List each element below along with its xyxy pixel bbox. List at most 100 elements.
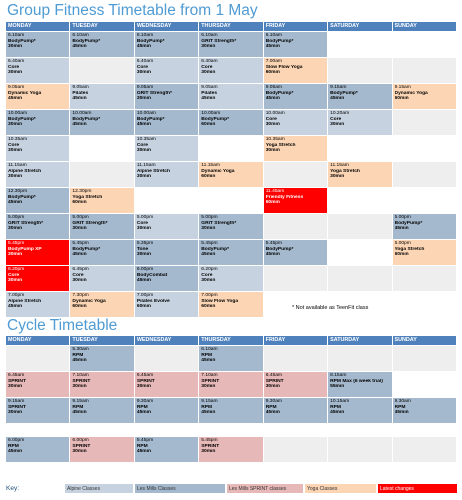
class-time: 6.45am <box>8 373 25 378</box>
group-empty-cell <box>198 135 264 162</box>
cycle-class-cell: 9.15am RPM 45min <box>198 397 264 424</box>
group-empty-cell <box>391 291 458 318</box>
key-item-label: Yoga Classes <box>307 485 338 492</box>
group-class-cell: 9.05am GRIT Strength* 30min <box>133 83 200 110</box>
class-duration: 30min <box>8 410 23 416</box>
class-duration: 30min <box>136 70 151 76</box>
cycle-class-cell: 6.10am RPM 45min <box>198 345 264 372</box>
class-time: 5.00pm <box>136 215 154 220</box>
class-name: BodyPump* <box>394 220 423 226</box>
class-duration: 60min <box>201 304 216 310</box>
class-duration: 30min <box>8 148 23 154</box>
class-time: 9.05am <box>201 85 218 90</box>
class-time: 6.10am <box>201 347 218 352</box>
group-header-wednesday: WEDNESDAY <box>133 21 200 32</box>
cycle-empty-cell <box>133 423 200 437</box>
class-name: RPM Max (6 week trial) <box>330 378 383 384</box>
class-name: BodyPump* <box>72 116 101 122</box>
group-header-monday: MONDAY <box>4 21 71 32</box>
class-time: 11.15am <box>136 163 156 168</box>
class-name: BodyCombat <box>136 272 168 278</box>
group-empty-cell <box>69 57 135 84</box>
class-duration: 45min <box>72 44 87 50</box>
class-name: Alpine Stretch <box>8 168 42 174</box>
group-class-cell: 5.35pm Tone 30min <box>133 239 200 266</box>
group-empty-cell <box>262 291 329 318</box>
group-empty-cell <box>391 31 458 58</box>
group-class-cell: 9.05am Pilates 45min <box>198 83 264 110</box>
class-time: 5.00pm <box>201 215 218 220</box>
group-empty-cell <box>391 135 458 162</box>
cycle-class-cell: 9.15am SPRINT 30min <box>4 397 71 424</box>
group-class-cell: 7.30pm Dynamic Yoga 60min <box>69 291 135 318</box>
class-name: BodyPump* <box>265 38 294 44</box>
group-empty-cell <box>262 265 329 292</box>
class-name: SPRINT <box>201 378 220 384</box>
group-class-cell: 6.10am GRIT Strength* 30min <box>198 31 264 58</box>
class-duration: 45min <box>201 358 216 364</box>
class-name: GRIT Strength* <box>201 220 237 226</box>
key-swatch <box>305 484 376 493</box>
class-time: 6.10am <box>72 33 89 38</box>
cycle-row: 9.15am SPRINT 30min 9.15am RPM 45min 9.30am RPM… <box>4 397 458 424</box>
class-time: 6.10am <box>201 33 218 38</box>
class-duration: 45min <box>265 44 280 50</box>
cycle-empty-cell <box>327 345 393 372</box>
class-time: 10.35am <box>136 137 156 142</box>
class-duration: 45min <box>136 278 151 284</box>
class-name: BodyPump* <box>201 116 229 122</box>
key-item-yoga: Yoga Classes <box>305 484 376 493</box>
class-time: 6.40am <box>201 59 218 64</box>
cycle-header-thursday: THURSDAY <box>198 335 264 346</box>
class-name: SPRINT <box>72 378 91 384</box>
group-row: 6.40am Core 30min 6.40am Core 30min 6.40am Core… <box>4 57 458 84</box>
group-empty-cell <box>262 213 329 240</box>
class-name: RPM <box>72 404 84 410</box>
class-time: 6.10am <box>265 33 282 38</box>
class-name: Alpine Stretch <box>8 298 42 304</box>
class-duration: 45min <box>72 410 87 416</box>
group-empty-cell <box>327 187 393 214</box>
key-item-sprint: Les Mills SPRINT classes <box>227 484 303 493</box>
class-time: 5.45pm <box>201 241 218 246</box>
class-name: BodyPump* <box>136 116 165 122</box>
cycle-row <box>4 423 458 437</box>
class-time: 7.00am <box>265 59 282 64</box>
class-duration: 30min <box>72 278 87 284</box>
class-duration: 30min <box>136 384 151 390</box>
group-row: 10.35am Core 30min 10.35am Core 30min 10.35am Y… <box>4 135 458 162</box>
class-duration: 45min <box>72 358 87 364</box>
class-duration: 30min <box>8 226 23 232</box>
group-empty-cell <box>69 135 135 162</box>
class-duration: 30min <box>201 278 216 284</box>
group-header-sunday: SUNDAY <box>391 21 458 32</box>
class-name: Slow Flow Yoga <box>201 298 239 304</box>
class-duration: 60min <box>265 70 280 76</box>
class-duration: 30min <box>136 96 151 102</box>
group-class-cell: 6.40am Core 30min <box>198 57 264 84</box>
cycle-class-cell: 10.15am RPM 45min <box>327 397 393 424</box>
group-row: 9.05am Dynamic Yoga 45min 9.05am Pilates 45mi… <box>4 83 458 110</box>
class-duration: 30min <box>8 44 23 50</box>
cycle-class-cell: 6.00pm SPRINT 30min <box>69 436 135 463</box>
group-class-cell: 12.30pm BodyPump* 45min <box>4 187 71 214</box>
class-name: Yoga Stretch <box>330 168 360 174</box>
key-swatch <box>135 484 225 493</box>
class-name: SPRINT <box>72 443 91 449</box>
class-duration: 60min <box>394 252 409 258</box>
class-name: Dynamic Yoga <box>8 90 42 96</box>
group-class-cell: 7.00am Slow Flow Yoga 60min <box>262 57 329 84</box>
class-name: RPM <box>330 404 341 410</box>
class-time: 6.00pm <box>8 438 25 443</box>
class-time: 6.10am <box>8 33 25 38</box>
group-class-cell: 11.15am Yoga Stretch 30min <box>327 161 393 188</box>
group-fitness-body: 6.10am BodyPump* 30min 6.10am BodyPump* 45min… <box>4 31 458 318</box>
group-class-cell: 6.10am BodyPump* 45min <box>69 31 135 58</box>
class-time: 6.00pm <box>72 438 89 443</box>
group-row: 10.00am BodyPump* 30min 10.00am BodyPump* 45m… <box>4 109 458 136</box>
cycle-empty-cell <box>69 423 135 437</box>
group-class-cell: 10.35am Core 30min <box>4 135 71 162</box>
class-name: Pilates <box>72 90 89 96</box>
group-class-cell: 6.10am BodyPump* 45min <box>133 31 200 58</box>
key-item-label: Alpine Classes <box>67 485 101 492</box>
